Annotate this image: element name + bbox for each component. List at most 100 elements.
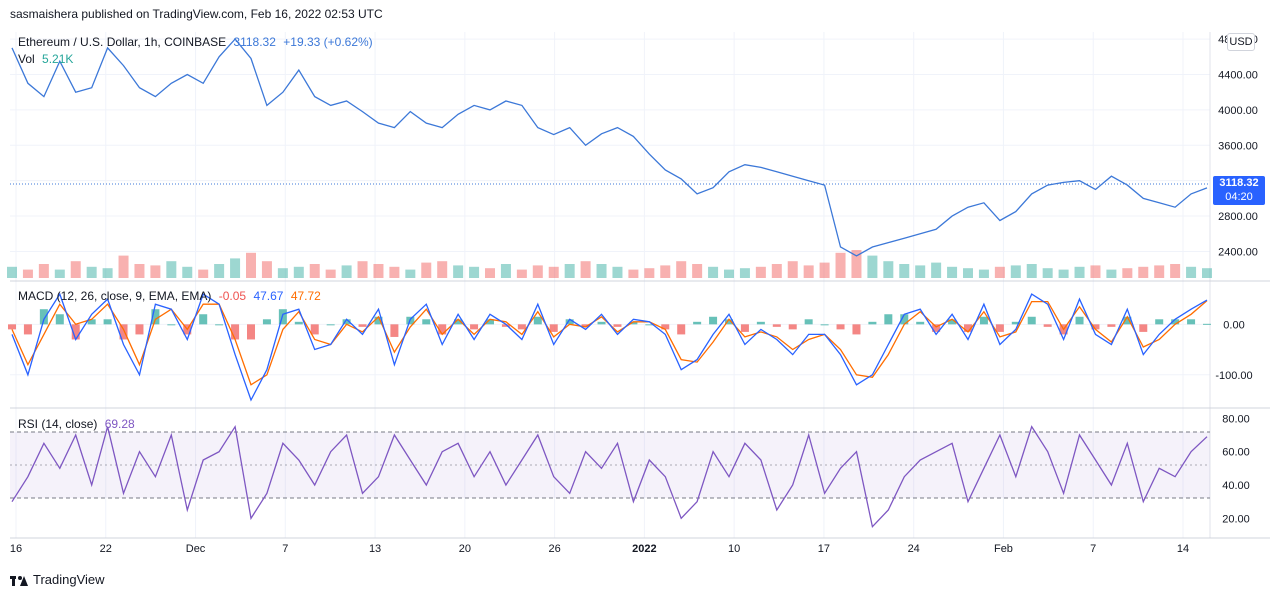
volume-bar <box>915 265 926 278</box>
macd-hist-bar <box>979 316 988 325</box>
volume-legend[interactable]: Vol 5.21K <box>18 52 73 66</box>
volume-bar <box>867 255 878 278</box>
volume-bar <box>978 269 989 278</box>
volume-bar <box>883 261 894 278</box>
volume-bar <box>54 269 65 278</box>
volume-bar <box>676 261 687 278</box>
time-tick-label: Feb <box>994 543 1013 555</box>
macd-hist-bar <box>725 319 733 325</box>
macd-hist-bar <box>167 324 176 326</box>
macd-tick-label: 0.00 <box>1223 319 1244 331</box>
macd-hist-bar <box>470 324 479 330</box>
volume-bar <box>277 268 288 278</box>
macd-hist-bar <box>597 321 606 325</box>
macd-hist-bar <box>772 324 781 327</box>
volume-bar <box>947 266 958 278</box>
macd-hist-bar <box>87 319 96 325</box>
volume-bar <box>1010 265 1021 278</box>
macd-hist-bar <box>199 314 208 325</box>
volume-bar <box>739 268 750 278</box>
rsi-tick-label: 60.00 <box>1222 447 1250 459</box>
rsi-legend[interactable]: RSI (14, close) 69.28 <box>18 417 135 431</box>
macd-hist-bar <box>836 324 845 330</box>
volume-bar <box>134 264 145 278</box>
time-tick-label: 20 <box>459 543 471 555</box>
time-tick-label: 24 <box>908 543 920 555</box>
macd-hist-bar <box>995 324 1004 332</box>
volume-bar <box>198 269 209 278</box>
macd-hist-bar <box>342 319 351 325</box>
symbol-name: Ethereum / U.S. Dollar, 1h, COINBASE <box>18 35 227 49</box>
volume-bar <box>437 261 448 278</box>
volume-bar <box>963 268 973 278</box>
macd-hist-bar <box>645 324 654 326</box>
macd-hist-bar <box>23 324 32 335</box>
macd-hist-bar <box>868 321 877 325</box>
rsi-tick-label: 40.00 <box>1222 480 1250 492</box>
symbol-change: +19.33 (+0.62%) <box>283 35 373 49</box>
macd-label: MACD (12, 26, close, 9, EMA, EMA) <box>18 289 212 303</box>
volume-bar <box>166 261 177 278</box>
time-tick-label: 7 <box>1090 543 1096 555</box>
volume-bar <box>724 269 734 278</box>
volume-bar <box>660 265 671 278</box>
macd-hist-bar <box>55 314 64 325</box>
volume-bar <box>612 266 623 278</box>
symbol-price: 3118.32 <box>233 35 276 49</box>
macd-hist-bar <box>1171 319 1180 325</box>
time-tick-label: 7 <box>282 543 288 555</box>
macd-hist-bar <box>677 324 686 335</box>
volume-bar <box>1042 268 1053 278</box>
macd-hist-bar <box>693 321 702 325</box>
macd-legend[interactable]: MACD (12, 26, close, 9, EMA, EMA) -0.05 … <box>18 289 321 303</box>
volume-bar <box>628 269 639 278</box>
volume-bar <box>803 265 814 278</box>
volume-bar <box>7 266 17 278</box>
volume-bar <box>421 262 432 278</box>
last-price-value: 3118.32 <box>1219 177 1259 189</box>
macd-hist-bar <box>1027 316 1036 325</box>
price-tick-label: 2800.00 <box>1218 211 1258 223</box>
macd-hist-bar <box>1187 319 1196 325</box>
macd-hist-bar <box>438 324 447 335</box>
publisher-header: sasmaishera published on TradingView.com… <box>10 7 383 21</box>
macd-hist-bar <box>852 324 861 335</box>
time-tick-label: 14 <box>1177 543 1189 555</box>
volume-bar <box>150 265 161 278</box>
price-tick-label: 4000.00 <box>1218 105 1258 117</box>
macd-hist-bar <box>422 319 431 325</box>
price-tick-label: 4400.00 <box>1218 69 1258 81</box>
last-price-badge: 3118.32 04:20 <box>1213 176 1265 205</box>
macd-hist-bar <box>135 324 144 335</box>
currency-button[interactable]: USD <box>1227 33 1255 51</box>
macd-hist-bar <box>916 321 925 325</box>
price-tick-label: 3600.00 <box>1218 140 1258 152</box>
volume-bar <box>787 261 798 278</box>
macd-hist-bar <box>1043 324 1052 327</box>
volume-bar <box>389 266 400 278</box>
macd-hist-bar <box>231 324 240 340</box>
macd-hist-bar <box>8 324 16 330</box>
volume-bar <box>1154 265 1165 278</box>
volume-bar <box>22 269 33 278</box>
macd-hist-bar <box>1091 324 1100 330</box>
macd-hist-bar <box>358 324 367 327</box>
volume-bar <box>1122 268 1133 278</box>
footer-brand[interactable]: TradingView <box>10 572 105 587</box>
volume-bar <box>1026 264 1037 278</box>
series-lines <box>11 38 1208 529</box>
macd-hist-bar <box>565 319 574 325</box>
symbol-legend[interactable]: Ethereum / U.S. Dollar, 1h, COINBASE 311… <box>18 35 373 49</box>
macd-hist-bar <box>740 324 749 332</box>
macd-hist-bar <box>151 309 160 325</box>
volume-bar <box>293 266 304 278</box>
macd-hist-bar <box>804 319 813 325</box>
macd-hist-bar <box>501 324 510 327</box>
macd-hist-bar <box>900 314 909 325</box>
volume-bar <box>182 266 193 278</box>
macd-signal-line <box>11 300 1208 386</box>
time-tick-label: 13 <box>369 543 381 555</box>
volume-bar <box>86 266 97 278</box>
volume-bar <box>994 266 1005 278</box>
